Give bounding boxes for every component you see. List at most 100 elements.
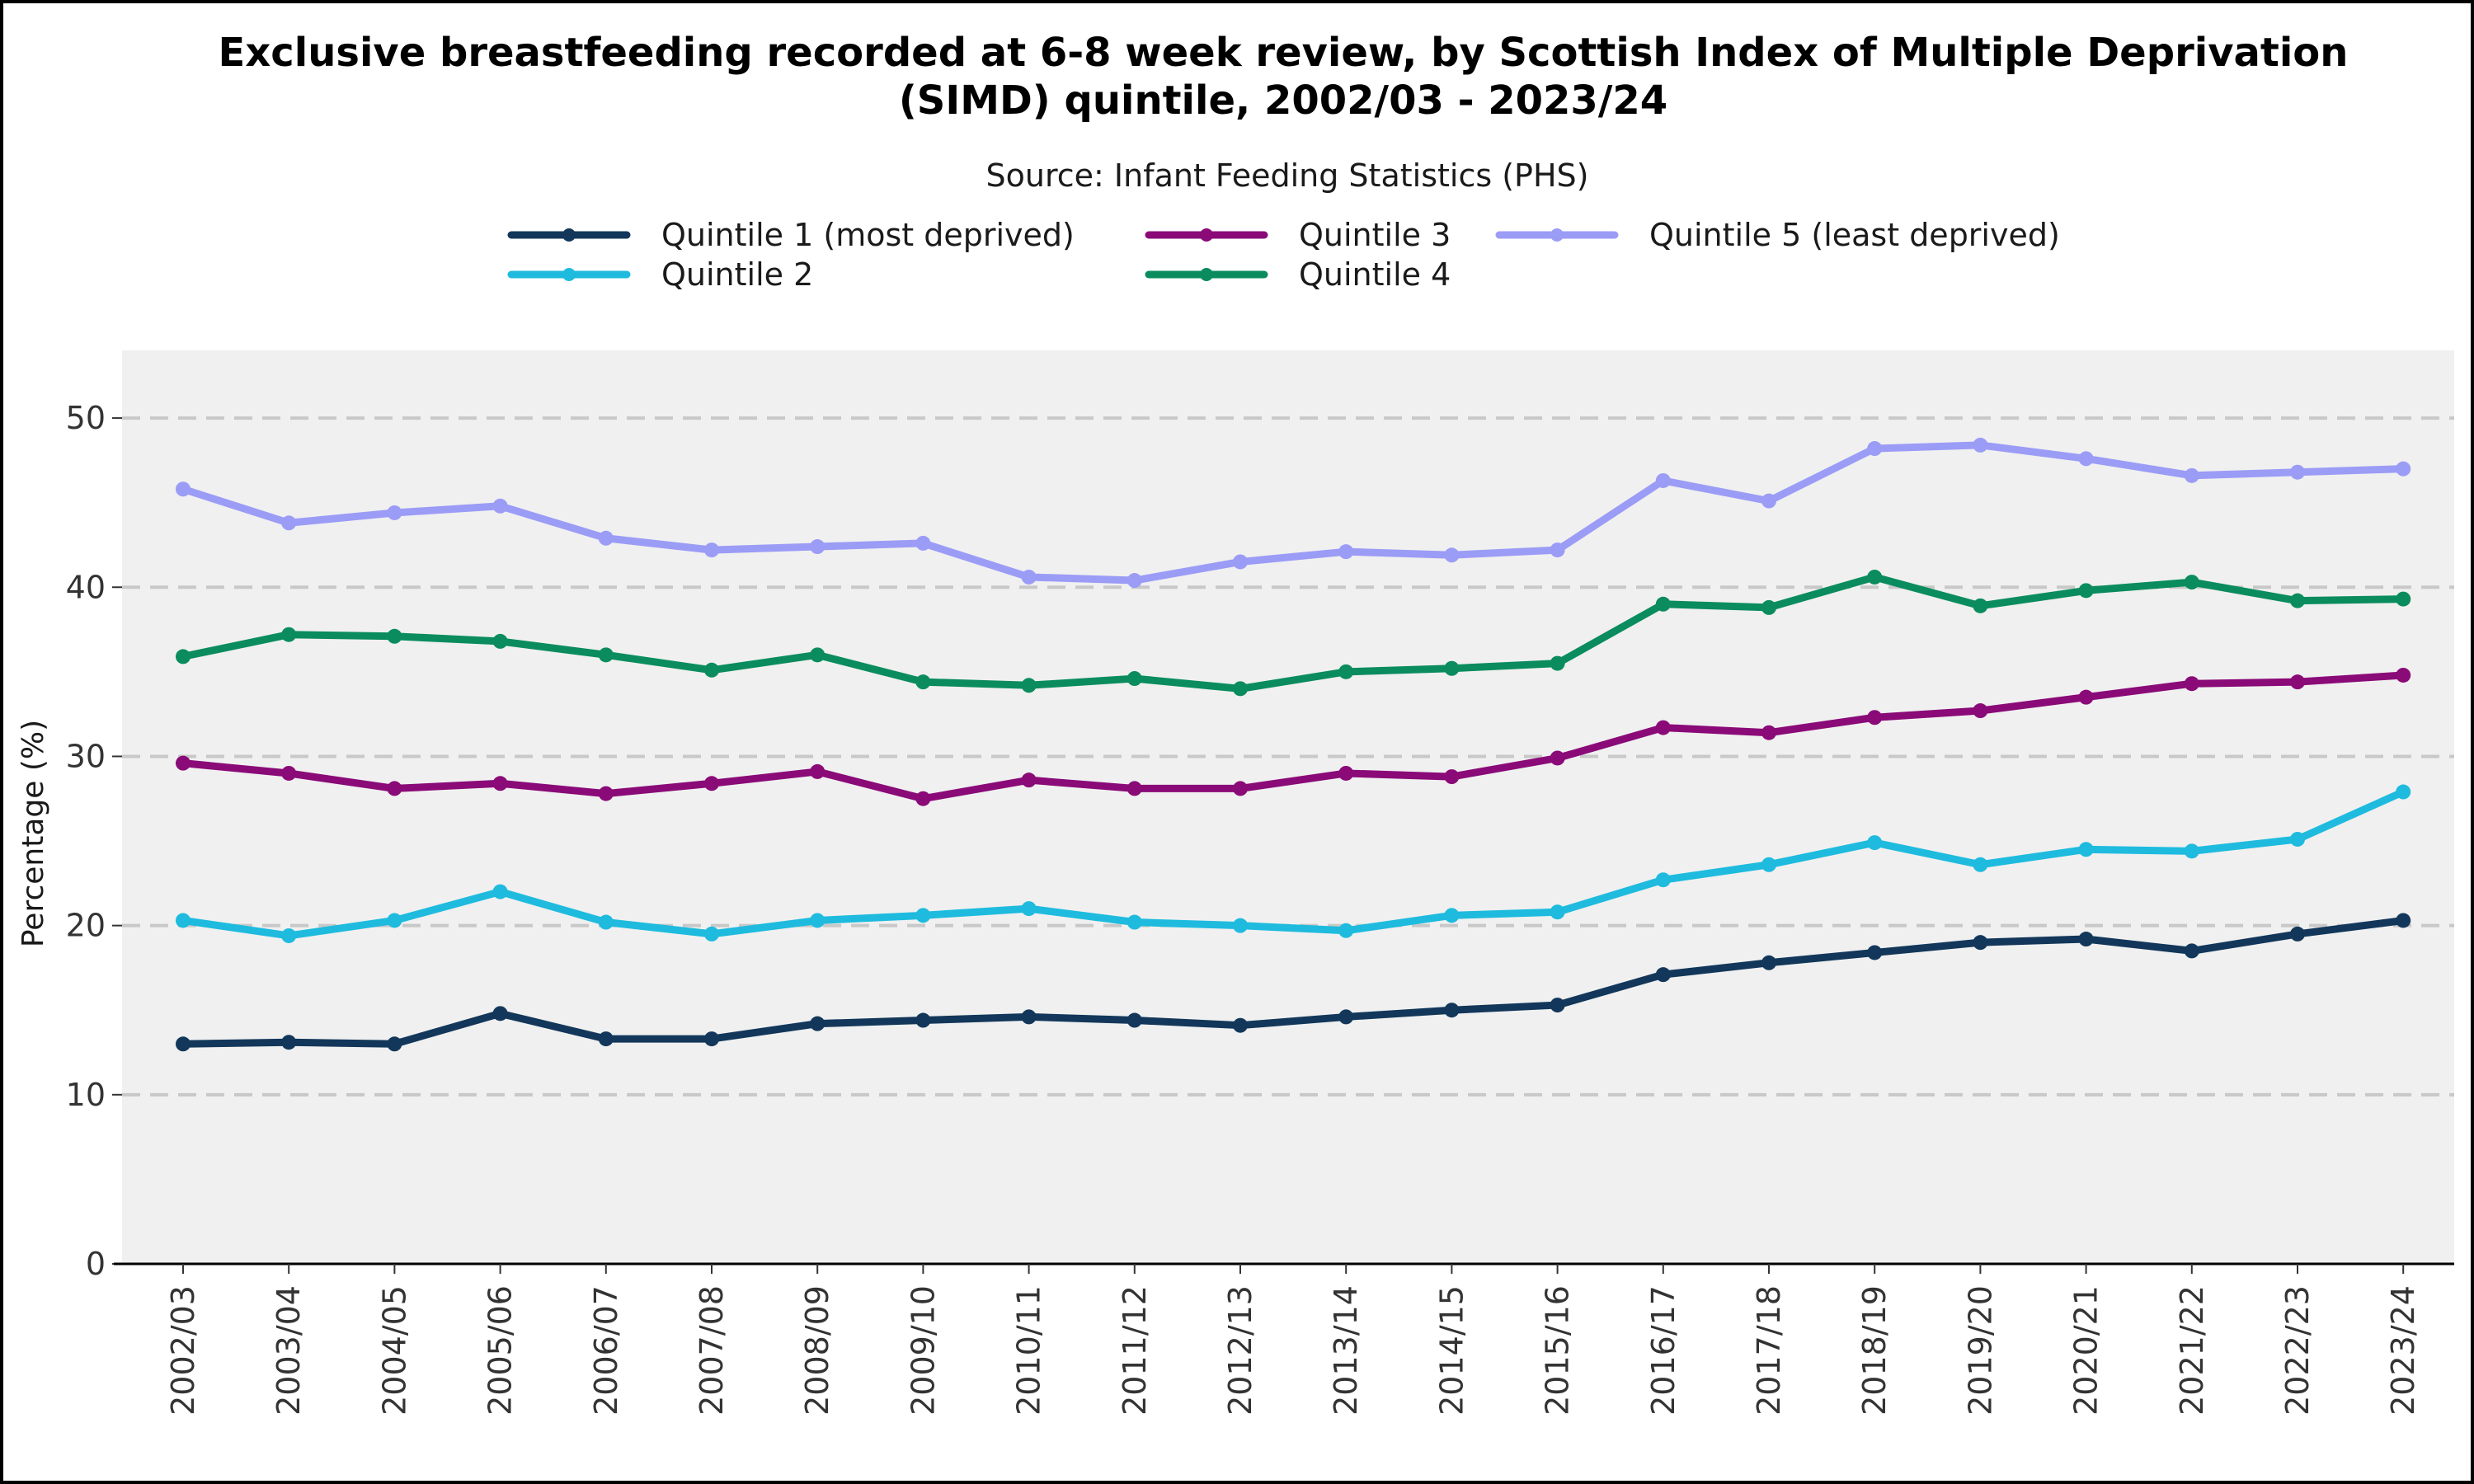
legend-label: Quintile 3 bbox=[1299, 217, 1451, 253]
x-tick-label: 2018/19 bbox=[1856, 1285, 1893, 1416]
data-point-quintile-4 bbox=[387, 628, 402, 644]
data-point-quintile-5 bbox=[1021, 569, 1037, 585]
data-point-quintile-5 bbox=[176, 481, 190, 497]
legend-label: Quintile 1 (most deprived) bbox=[661, 217, 1075, 253]
x-tick-label: 2012/13 bbox=[1222, 1285, 1258, 1416]
legend-swatch-dot bbox=[1550, 228, 1564, 242]
data-point-quintile-4 bbox=[1126, 671, 1142, 687]
data-point-quintile-3 bbox=[915, 791, 931, 806]
x-tick-label: 2016/17 bbox=[1645, 1285, 1681, 1416]
x-tick-label: 2021/22 bbox=[2174, 1285, 2210, 1416]
data-point-quintile-4 bbox=[1867, 569, 1883, 585]
y-axis-title: Percentage (%) bbox=[16, 720, 50, 947]
data-point-quintile-1 bbox=[2078, 932, 2094, 947]
data-point-quintile-5 bbox=[281, 515, 297, 531]
data-point-quintile-1 bbox=[2184, 943, 2199, 959]
data-point-quintile-5 bbox=[1655, 472, 1671, 488]
data-point-quintile-2 bbox=[1021, 901, 1037, 917]
legend-label: Quintile 2 bbox=[661, 256, 813, 293]
data-point-quintile-3 bbox=[2290, 674, 2305, 690]
series-2 bbox=[176, 784, 2411, 943]
data-point-quintile-5 bbox=[2290, 464, 2305, 480]
data-point-quintile-2 bbox=[281, 928, 297, 943]
data-point-quintile-3 bbox=[2078, 689, 2094, 705]
data-point-quintile-1 bbox=[492, 1006, 508, 1021]
data-point-quintile-4 bbox=[1021, 678, 1037, 693]
data-point-quintile-3 bbox=[1867, 710, 1883, 726]
series-5 bbox=[176, 437, 2411, 589]
data-point-quintile-2 bbox=[176, 913, 190, 928]
data-point-quintile-5 bbox=[1550, 542, 1565, 558]
legend: Quintile 1 (most deprived)Quintile 2 Quin… bbox=[507, 217, 2060, 293]
plot-background bbox=[122, 350, 2454, 1264]
data-point-quintile-4 bbox=[598, 647, 614, 663]
data-point-quintile-3 bbox=[492, 776, 508, 791]
series-line-quintile-1 bbox=[179, 916, 2407, 1048]
data-point-quintile-1 bbox=[1338, 1009, 1354, 1025]
data-point-quintile-3 bbox=[810, 763, 825, 779]
x-tick-label: 2007/08 bbox=[694, 1285, 730, 1416]
data-point-quintile-5 bbox=[2078, 451, 2094, 467]
data-point-quintile-3 bbox=[2184, 676, 2199, 692]
data-point-quintile-3 bbox=[1233, 781, 1248, 796]
data-point-quintile-4 bbox=[2290, 593, 2305, 608]
data-point-quintile-3 bbox=[1550, 750, 1565, 766]
data-point-quintile-2 bbox=[2396, 784, 2411, 800]
x-tick-label: 2017/18 bbox=[1751, 1285, 1787, 1416]
data-point-quintile-2 bbox=[704, 926, 719, 942]
y-tick-label: 20 bbox=[66, 908, 106, 944]
data-point-quintile-5 bbox=[2396, 461, 2411, 477]
data-point-quintile-4 bbox=[1973, 598, 1988, 613]
data-point-quintile-2 bbox=[915, 908, 931, 923]
series-line-quintile-5 bbox=[179, 441, 2407, 585]
y-tick-label: 50 bbox=[66, 400, 106, 436]
data-point-quintile-3 bbox=[1973, 703, 1988, 719]
data-point-quintile-1 bbox=[281, 1035, 297, 1050]
x-tick-label: 2009/10 bbox=[905, 1285, 941, 1416]
chart-title-line2: (SIMD) quintile, 2002/03 - 2023/24 bbox=[899, 77, 1667, 124]
data-point-quintile-2 bbox=[1338, 923, 1354, 938]
legend-label: Quintile 5 (least deprived) bbox=[1649, 217, 2060, 253]
data-point-quintile-2 bbox=[1550, 904, 1565, 920]
data-point-quintile-1 bbox=[810, 1016, 825, 1031]
data-point-quintile-1 bbox=[598, 1031, 614, 1047]
series-3 bbox=[176, 667, 2411, 806]
x-tick-label: 2020/21 bbox=[2068, 1285, 2105, 1416]
x-tick-label: 2006/07 bbox=[588, 1285, 624, 1416]
data-point-quintile-2 bbox=[2078, 842, 2094, 857]
data-point-quintile-5 bbox=[1126, 573, 1142, 589]
data-point-quintile-4 bbox=[281, 627, 297, 642]
data-point-quintile-4 bbox=[915, 674, 931, 690]
data-point-quintile-3 bbox=[1655, 720, 1671, 735]
data-point-quintile-5 bbox=[1233, 554, 1248, 570]
legend-item-quintile-1: Quintile 1 (most deprived) bbox=[507, 217, 1075, 253]
series-line-quintile-4 bbox=[179, 573, 2407, 693]
data-point-quintile-5 bbox=[387, 505, 402, 520]
legend-item-quintile-4: Quintile 4 bbox=[1145, 256, 1451, 293]
series-group bbox=[176, 437, 2411, 1052]
data-point-quintile-5 bbox=[915, 535, 931, 551]
data-point-quintile-4 bbox=[1233, 681, 1248, 697]
data-point-quintile-2 bbox=[598, 914, 614, 930]
series-1 bbox=[176, 913, 2411, 1052]
data-point-quintile-2 bbox=[1761, 857, 1776, 872]
y-tick-label: 10 bbox=[66, 1077, 106, 1113]
x-axis-ticks: 2002/03 2003/04 2004/05 2005/06 2006/07 2007/… bbox=[165, 1264, 2421, 1416]
data-point-quintile-3 bbox=[1021, 773, 1037, 788]
data-point-quintile-2 bbox=[1867, 835, 1883, 851]
chart-title-line1: Exclusive breastfeeding recorded at 6-8 … bbox=[219, 30, 2349, 76]
data-point-quintile-1 bbox=[387, 1036, 402, 1052]
data-point-quintile-1 bbox=[1655, 967, 1671, 983]
data-point-quintile-3 bbox=[1126, 781, 1142, 796]
data-point-quintile-4 bbox=[1550, 655, 1565, 671]
data-point-quintile-5 bbox=[704, 542, 719, 558]
data-point-quintile-5 bbox=[598, 530, 614, 546]
series-line-quintile-2 bbox=[179, 788, 2407, 940]
data-point-quintile-2 bbox=[1655, 872, 1671, 888]
data-point-quintile-4 bbox=[810, 647, 825, 663]
data-point-quintile-3 bbox=[704, 776, 719, 791]
legend-swatch-dot bbox=[1200, 268, 1213, 281]
data-point-quintile-5 bbox=[1444, 547, 1460, 563]
x-tick-label: 2010/11 bbox=[1011, 1285, 1047, 1416]
data-point-quintile-1 bbox=[1867, 945, 1883, 960]
